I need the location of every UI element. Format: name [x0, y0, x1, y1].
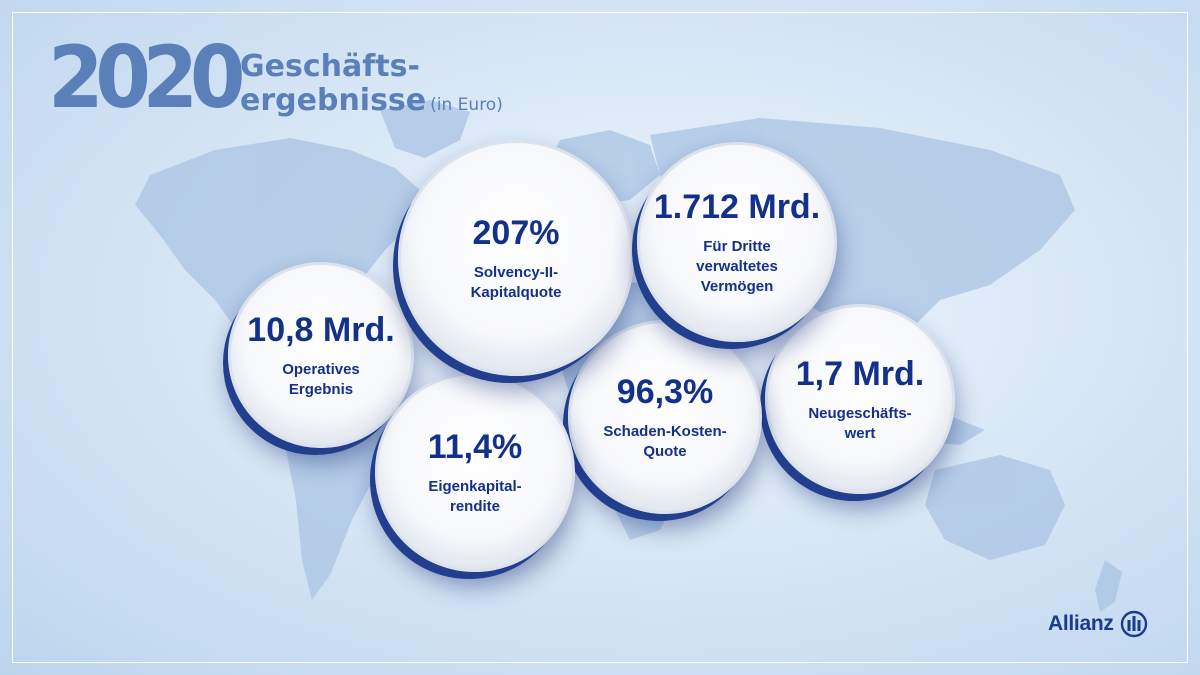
kpi-label-line: Für Dritte [703, 238, 771, 255]
kpi-label-line: rendite [449, 498, 500, 515]
kpi-circle-new-business-value: 1,7 Mrd. Neugeschäfts- wert [765, 304, 955, 494]
map-greenland [380, 100, 470, 158]
title-line-2-text: ergebnisse [240, 83, 427, 118]
title-year: 2020 [48, 28, 246, 128]
title-line-1: Geschäfts- [240, 49, 420, 84]
kpi-value: 207% [472, 214, 560, 252]
kpi-label-line: verwaltetes [696, 258, 778, 275]
kpi-label: Für Dritte verwaltetes Vermögen [696, 237, 778, 297]
kpi-value: 11,4% [427, 428, 523, 466]
kpi-label-line: Neugeschäfts- [808, 405, 912, 422]
kpi-value: 1,7 Mrd. [795, 355, 925, 393]
kpi-label: Schaden-Kosten- Quote [603, 422, 726, 462]
map-new-zealand [1095, 560, 1122, 612]
kpi-circle-solvency-ratio: 207% Solvency-II- Kapitalquote [398, 140, 634, 376]
kpi-circle-operating-result: 10,8 Mrd. Operatives Ergebnis [228, 262, 414, 448]
kpi-label-line: Kapitalquote [470, 284, 562, 301]
kpi-label-line: Operatives [282, 361, 360, 378]
kpi-circle-return-on-equity: 11,4% Eigenkapital- rendite [375, 372, 575, 572]
logo-text: Allianz [1048, 612, 1114, 635]
allianz-logo: Allianz [1048, 610, 1148, 638]
allianz-eagle-pillars-icon [1120, 610, 1147, 638]
title-block: Geschäfts- ergebnisse (in Euro) [240, 50, 503, 122]
title-unit: (in Euro) [430, 95, 503, 115]
kpi-label: Eigenkapital- rendite [428, 477, 521, 517]
kpi-label-line: Vermögen [700, 278, 774, 295]
kpi-value: 10,8 Mrd. [247, 311, 395, 349]
kpi-label: Solvency-II- Kapitalquote [471, 263, 562, 303]
kpi-label-line: Eigenkapital- [428, 478, 522, 495]
kpi-circle-combined-ratio: 96,3% Schaden-Kosten- Quote [568, 320, 762, 514]
kpi-label-line: Quote [643, 443, 687, 460]
kpi-label-line: wert [844, 425, 876, 442]
kpi-label: Neugeschäfts- wert [808, 404, 911, 444]
title-line-2: ergebnisse (in Euro) [240, 84, 503, 122]
kpi-circle-assets-under-management: 1.712 Mrd. Für Dritte verwaltetes Vermög… [637, 142, 837, 342]
map-australia [925, 455, 1065, 560]
kpi-value: 1.712 Mrd. [653, 188, 821, 226]
kpi-label-line: Schaden-Kosten- [603, 423, 727, 440]
kpi-label: Operatives Ergebnis [282, 360, 360, 400]
kpi-label-line: Solvency-II- [473, 264, 559, 281]
kpi-value: 96,3% [616, 373, 714, 411]
map-north-america [135, 138, 420, 360]
kpi-label-line: Ergebnis [288, 381, 354, 398]
